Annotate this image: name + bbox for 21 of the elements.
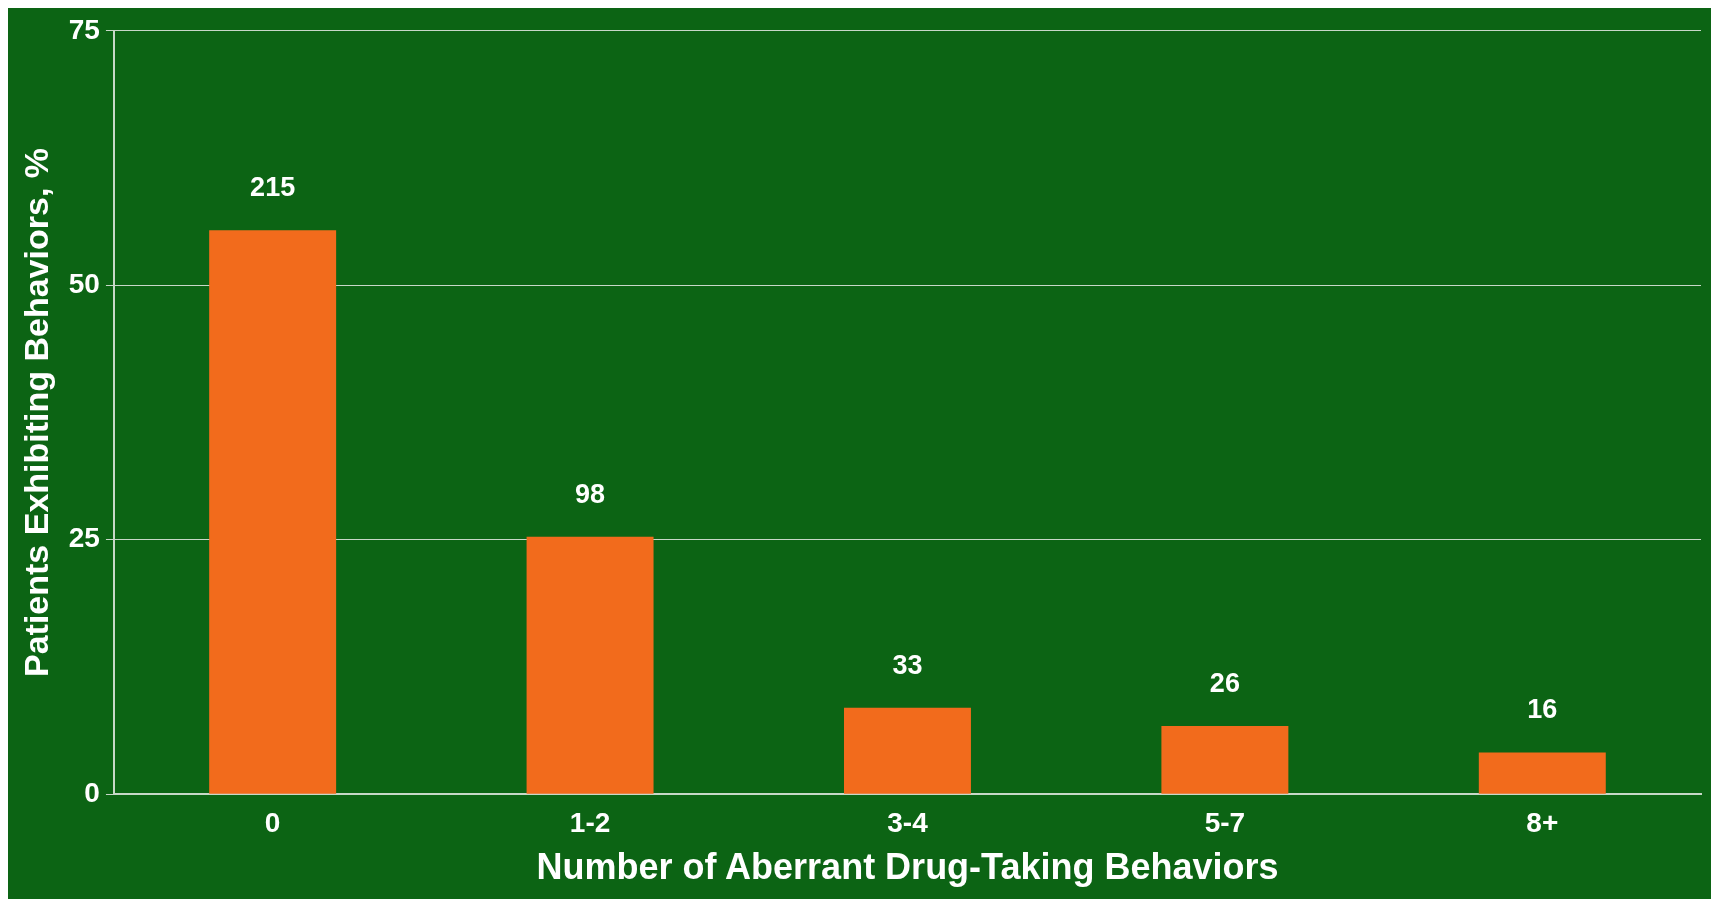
bar: [1161, 726, 1289, 794]
x-tick-label: 3-4: [887, 806, 929, 838]
y-tick-label: 0: [84, 776, 100, 808]
x-tick-label: 8+: [1526, 806, 1559, 838]
y-tick-label: 75: [68, 13, 100, 45]
x-tick-label: 0: [264, 806, 281, 838]
annotation: 16: [1527, 694, 1558, 725]
bar: [1478, 752, 1606, 794]
annotation: 26: [1209, 667, 1240, 698]
y-axis-title: Patients Exhibiting Behaviors, %: [16, 147, 55, 678]
x-tick-label: 1-2: [569, 806, 611, 838]
bar: [209, 230, 337, 794]
x-axis-title: Number of Aberrant Drug-Taking Behaviors: [536, 846, 1279, 888]
bar: [526, 536, 654, 794]
bar: [843, 707, 971, 794]
x-tick-label: 5-7: [1204, 806, 1246, 838]
annotation: 215: [250, 172, 296, 203]
y-tick-label: 50: [68, 267, 100, 299]
annotation: 98: [575, 478, 606, 509]
annotation: 33: [892, 649, 923, 680]
y-tick-label: 25: [68, 522, 100, 554]
